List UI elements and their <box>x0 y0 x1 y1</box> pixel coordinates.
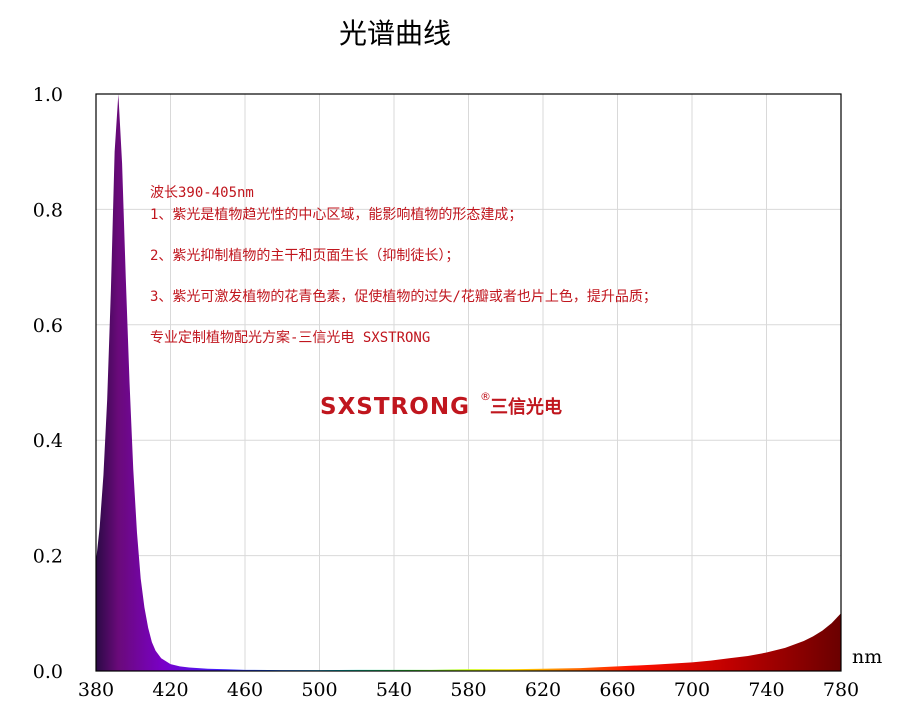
annotation-line-2: 2、紫光抑制植物的主干和页面生长（抑制徒长）； <box>150 248 459 264</box>
plot-frame <box>95 93 842 672</box>
x-tick-label: 780 <box>823 679 859 701</box>
y-tick-label: 0.4 <box>33 430 63 452</box>
x-tick-label: 620 <box>525 679 561 701</box>
x-unit-label: nm <box>852 646 882 668</box>
annotation-line-1: 1、紫光是植物趋光性的中心区域，能影响植物的形态建成； <box>150 207 522 223</box>
axes <box>95 93 842 672</box>
y-tick-label: 0.6 <box>33 315 63 337</box>
x-tick-label: 700 <box>674 679 710 701</box>
brand-registered-mark: ® <box>480 390 491 403</box>
brand-watermark: SXSTRONG ® 三信光电 <box>320 390 562 420</box>
y-tick-label: 0.2 <box>33 546 63 568</box>
annotation-heading: 波长390-405nm <box>150 185 254 201</box>
annotation-line-3: 3、紫光可激发植物的花青色素，促使植物的过失/花瓣或者也片上色，提升品质； <box>150 288 657 305</box>
x-tick-label: 540 <box>376 679 412 701</box>
x-tick-label: 460 <box>227 679 263 701</box>
y-tick-label: 0.0 <box>33 661 63 683</box>
annotation-block: 波长390-405nm 1、紫光是植物趋光性的中心区域，能影响植物的形态建成； … <box>150 185 657 346</box>
brand-chinese-name: 三信光电 <box>490 396 562 418</box>
x-tick-label: 740 <box>748 679 784 701</box>
x-tick-label: 500 <box>301 679 337 701</box>
y-tick-labels: 0.0 0.2 0.4 0.6 0.8 1.0 <box>33 84 63 683</box>
x-tick-label: 580 <box>450 679 486 701</box>
x-tick-labels: 380 420 460 500 540 580 620 660 700 740 780 <box>78 679 859 701</box>
x-tick-label: 660 <box>599 679 635 701</box>
y-tick-label: 1.0 <box>33 84 63 106</box>
annotation-line-4: 专业定制植物配光方案-三信光电 SXSTRONG <box>150 329 430 346</box>
grid <box>95 93 842 672</box>
brand-logo-text: SXSTRONG <box>320 394 470 420</box>
y-tick-label: 0.8 <box>33 199 63 221</box>
chart-title: 光谱曲线 <box>339 17 451 50</box>
x-tick-label: 420 <box>152 679 188 701</box>
x-tick-label: 380 <box>78 679 114 701</box>
